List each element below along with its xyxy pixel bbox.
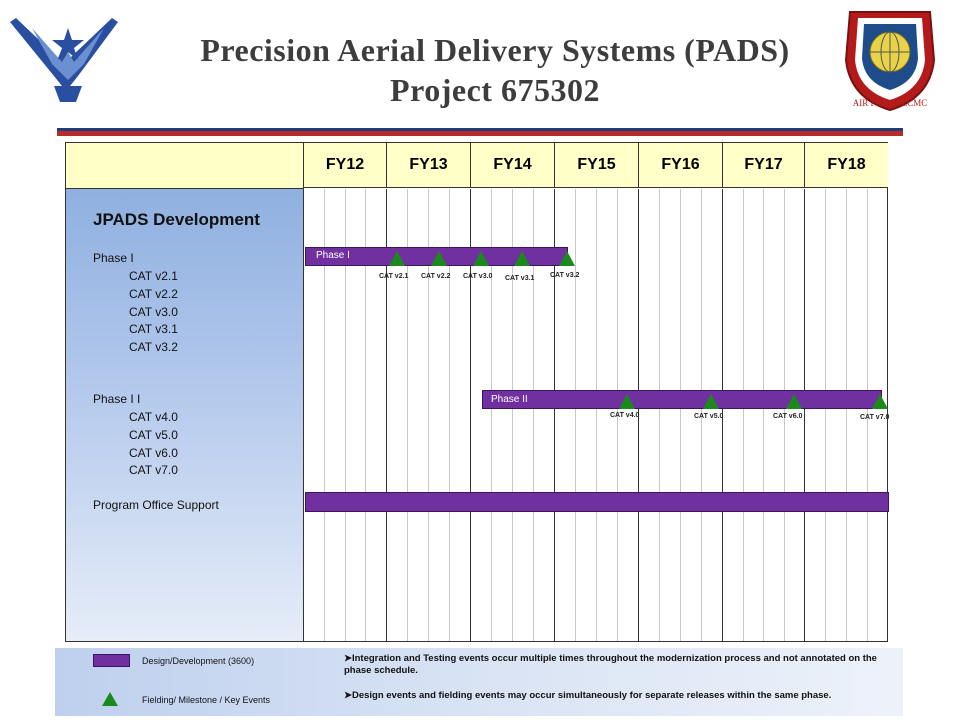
- title-divider: [57, 128, 903, 136]
- quarter-gridline: [742, 189, 744, 641]
- milestone-label: CAT v3.0: [463, 273, 493, 280]
- task-list-panel: [66, 189, 303, 641]
- legend-milestone-icon: [102, 692, 118, 706]
- title-line-1: Precision Aerial Delivery Systems (PADS): [200, 32, 790, 68]
- support-label: Program Office Support: [93, 498, 219, 512]
- year-gridline: [386, 189, 387, 641]
- quarter-gridline: [491, 189, 492, 641]
- air-force-wings-logo: [10, 18, 118, 102]
- seal-text: AIR FORCE LCMC: [853, 98, 928, 108]
- milestone-triangle: [431, 251, 447, 266]
- year-gridline: [722, 189, 723, 641]
- milestone-label: CAT v2.2: [421, 273, 451, 280]
- air-force-lcmc-seal: AIR FORCE LCMC: [844, 11, 936, 112]
- phase1-label: Phase I: [93, 251, 134, 265]
- legend-panel: [55, 648, 903, 716]
- fy-header-cell: FY14: [470, 143, 554, 188]
- header-corner: [66, 143, 304, 189]
- page-title: Precision Aerial Delivery Systems (PADS)…: [130, 30, 860, 110]
- legend-milestone-label: Fielding/ Milestone / Key Events: [142, 695, 271, 705]
- phase1-item: CAT v3.1: [129, 322, 178, 336]
- milestone-triangle: [514, 251, 530, 266]
- quarter-gridline: [449, 189, 450, 641]
- quarter-gridline: [512, 189, 513, 641]
- phase2-bar-label: Phase II: [491, 394, 528, 405]
- milestone-label: CAT v3.2: [550, 272, 580, 279]
- legend-bar-swatch: [93, 654, 130, 667]
- quarter-gridline: [596, 189, 597, 641]
- fy-header-cell: FY17: [722, 143, 804, 188]
- quarter-gridline: [680, 189, 681, 641]
- phase2-label: Phase I I: [93, 392, 141, 406]
- milestone-label: CAT v2.1: [379, 273, 409, 280]
- phase1-item: CAT v3.0: [129, 305, 178, 319]
- fy-header-cell: FY16: [638, 143, 722, 188]
- fy-header-cell: FY15: [554, 143, 638, 188]
- milestone-label: CAT v7.0: [860, 414, 890, 421]
- phase2-item: CAT v6.0: [129, 446, 178, 460]
- quarter-gridline: [783, 189, 785, 641]
- phase2-item: CAT v4.0: [129, 410, 178, 424]
- milestone-triangle: [473, 251, 489, 266]
- quarter-gridline: [846, 189, 847, 641]
- phase2-bar: [482, 390, 882, 409]
- year-gridline: [554, 189, 555, 641]
- phase1-bar-label: Phase I: [316, 250, 350, 261]
- milestone-triangle: [872, 394, 888, 409]
- quarter-gridline: [763, 189, 764, 641]
- fy-header-cell: FY12: [303, 143, 386, 188]
- milestone-triangle: [786, 394, 802, 409]
- milestone-label: CAT v6.0: [773, 413, 803, 420]
- quarter-gridline: [659, 189, 660, 641]
- quarter-gridline: [575, 189, 576, 641]
- fy-header-cell: FY18: [804, 143, 888, 188]
- quarter-gridline: [701, 189, 702, 641]
- quarter-gridline: [867, 189, 868, 641]
- note-integration: ➤Integration and Testing events occur mu…: [344, 653, 877, 676]
- schedule-frame: [65, 142, 888, 642]
- quarter-gridline: [407, 189, 408, 641]
- support-bar: [305, 492, 889, 512]
- milestone-triangle: [703, 394, 719, 409]
- milestone-label: CAT v3.1: [505, 275, 535, 282]
- phase2-item: CAT v5.0: [129, 428, 178, 442]
- note-design: ➤Design events and fielding events may o…: [344, 690, 832, 701]
- quarter-gridline: [344, 189, 346, 641]
- year-gridline: [470, 189, 471, 641]
- milestone-triangle: [559, 251, 575, 266]
- year-gridline: [303, 189, 304, 641]
- phase1-item: CAT v3.2: [129, 340, 178, 354]
- year-gridline: [638, 189, 639, 641]
- title-line-2: Project 675302: [390, 72, 600, 108]
- quarter-gridline: [323, 189, 325, 641]
- quarter-gridline: [533, 189, 534, 641]
- phase2-item: CAT v7.0: [129, 463, 178, 477]
- fy-header-cell: FY13: [386, 143, 470, 188]
- quarter-gridline: [365, 189, 367, 641]
- milestone-label: CAT v5.0: [694, 413, 724, 420]
- phase1-item: CAT v2.2: [129, 287, 178, 301]
- milestone-label: CAT v4.0: [610, 412, 640, 419]
- phase1-item: CAT v2.1: [129, 269, 178, 283]
- quarter-gridline: [617, 189, 618, 641]
- milestone-triangle: [389, 251, 405, 266]
- year-gridline: [804, 189, 805, 641]
- milestone-triangle: [619, 394, 635, 409]
- quarter-gridline: [825, 189, 826, 641]
- section-title: JPADS Development: [93, 210, 260, 229]
- legend-bar-label: Design/Development (3600): [142, 656, 255, 666]
- quarter-gridline: [428, 189, 429, 641]
